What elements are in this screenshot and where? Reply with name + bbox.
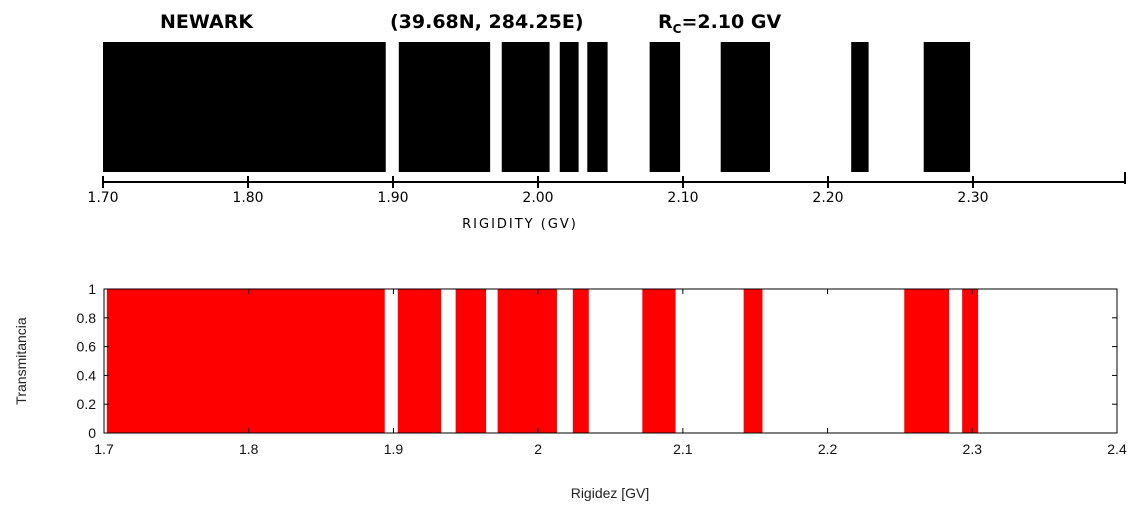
cutoff-rigidity-label: RC=2.10 GV xyxy=(658,11,781,36)
bottom-x-tick-label-1: 1.8 xyxy=(239,441,259,457)
top-x-tick-label-4: 2.10 xyxy=(667,190,698,206)
top-x-tick-label-5: 2.20 xyxy=(812,190,843,206)
bottom-chart: 1.7 1.8 1.9 2 2.1 2.2 2.3 2.4 0 0.2 0.4 0.6 0.8 1 Ri… xyxy=(13,281,1127,501)
top-bar-2 xyxy=(501,42,550,172)
bottom-x-tick-label-5: 2.2 xyxy=(818,441,838,457)
bottom-x-tick-label-7: 2.4 xyxy=(1107,441,1127,457)
top-bar-0 xyxy=(103,42,386,172)
rc-symbol: R xyxy=(658,11,673,33)
top-bar-3 xyxy=(559,42,579,172)
top-x-ticks: 1.70 1.80 1.90 2.00 2.10 2.20 2.30 xyxy=(87,172,1126,206)
bottom-bar-0 xyxy=(106,289,385,433)
rc-subscript: C xyxy=(673,22,682,36)
bottom-y-tick-label-4: 0.8 xyxy=(77,310,97,326)
bottom-bar-6 xyxy=(743,289,763,433)
plot-frame xyxy=(103,288,1118,434)
bottom-bar-2 xyxy=(455,289,487,433)
bottom-bar-3 xyxy=(497,289,557,433)
top-chart: NEWARK (39.68N, 284.25E) RC=2.10 GV 1.70… xyxy=(87,11,1126,232)
top-bar-1 xyxy=(398,42,491,172)
bottom-x-tick-label-6: 2.3 xyxy=(963,441,983,457)
bottom-x-tick-label-2: 1.9 xyxy=(384,441,404,457)
bottom-x-ticks: 1.7 1.8 1.9 2 2.1 2.2 2.3 2.4 xyxy=(94,289,1127,457)
bottom-y-tick-label-3: 0.6 xyxy=(77,339,97,355)
top-bar-7 xyxy=(851,42,869,172)
bottom-x-axis-label: Rigidez [GV] xyxy=(571,485,650,501)
bottom-bars xyxy=(106,289,979,433)
top-x-tick-label-1: 1.80 xyxy=(232,190,263,206)
bottom-y-ticks: 0 0.2 0.4 0.6 0.8 1 xyxy=(77,281,1117,441)
bottom-x-tick-label-0: 1.7 xyxy=(94,441,114,457)
bottom-y-axis-label: Transmitancia xyxy=(13,317,29,405)
station-name: NEWARK xyxy=(160,11,254,33)
bottom-bar-7 xyxy=(904,289,950,433)
bottom-y-tick-label-1: 0.2 xyxy=(77,396,97,412)
bottom-y-tick-label-0: 0 xyxy=(88,425,96,441)
bottom-bar-5 xyxy=(642,289,676,433)
rc-value: =2.10 GV xyxy=(681,11,781,33)
bottom-y-tick-label-5: 1 xyxy=(88,281,96,297)
top-bar-5 xyxy=(649,42,681,172)
station-coordinates: (39.68N, 284.25E) xyxy=(390,11,584,33)
top-x-tick-label-2: 1.90 xyxy=(377,190,408,206)
top-bar-4 xyxy=(587,42,608,172)
bottom-x-tick-label-3: 2 xyxy=(534,441,542,457)
bottom-x-tick-label-4: 2.1 xyxy=(673,441,693,457)
top-x-tick-label-0: 1.70 xyxy=(87,190,118,206)
top-bar-8 xyxy=(923,42,971,172)
bottom-bar-8 xyxy=(962,289,979,433)
bottom-bar-1 xyxy=(397,289,442,433)
top-bars xyxy=(103,42,971,172)
bottom-y-tick-label-2: 0.4 xyxy=(77,367,97,383)
top-x-tick-label-6: 2.30 xyxy=(957,190,988,206)
top-x-axis-label: RIGIDITY (GV) xyxy=(462,217,578,232)
bottom-bar-4 xyxy=(572,289,589,433)
top-x-tick-label-3: 2.00 xyxy=(522,190,553,206)
top-bar-6 xyxy=(720,42,770,172)
